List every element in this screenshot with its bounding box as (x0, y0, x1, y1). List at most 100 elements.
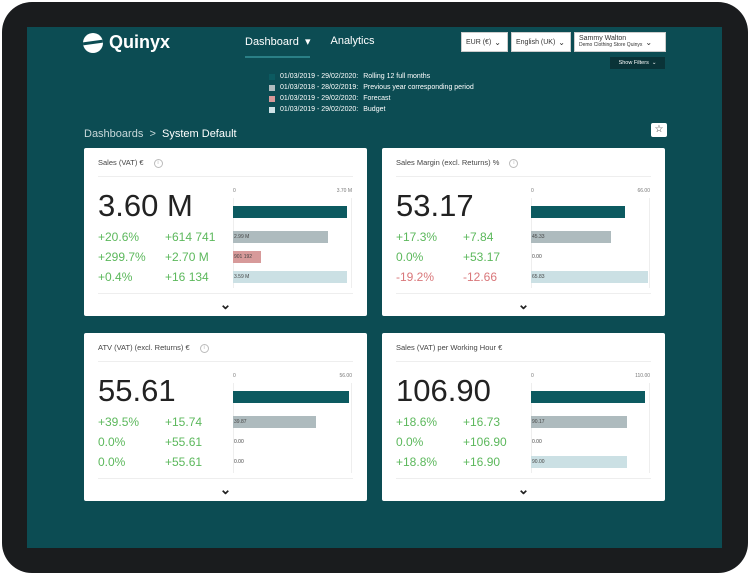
bar-comparison (531, 456, 627, 468)
legend-label: Previous year corresponding period (363, 84, 474, 91)
delta-absolute: +53.17 (463, 250, 501, 264)
user-name: Sammy Walton (579, 35, 627, 42)
bar-comparison (531, 416, 627, 428)
axis-line (649, 383, 650, 473)
delta-percent: 0.0% (396, 435, 424, 449)
divider (396, 176, 651, 177)
language-value: English (UK) (516, 38, 556, 46)
card-title: Sales (VAT) per Working Hour € (396, 343, 502, 352)
delta-percent: +299.7% (98, 250, 146, 264)
delta-absolute: +55.61 (165, 435, 203, 449)
axis-line (531, 383, 532, 473)
card-title-text: Sales Margin (excl. Returns) % (396, 158, 500, 167)
comparison-bar-chart: 0 110.00 90.17 0.00 90.00 (531, 373, 650, 473)
info-icon[interactable]: i (153, 158, 163, 168)
delta-percent: -19.2% (396, 270, 435, 284)
delta-absolute: +16.73 (463, 415, 501, 429)
expand-chevron-icon[interactable]: ⌄ (517, 296, 530, 312)
breadcrumb-dashboards[interactable]: Dashboards (84, 128, 144, 140)
currency-select[interactable]: EUR (€) ⌄ (461, 32, 508, 52)
comparison-bar-chart: 0 66.00 45.33 0.00 65.83 (531, 188, 650, 288)
bar-value-label: 2.99 M (234, 234, 250, 240)
delta-absolute: -12.66 (463, 270, 498, 284)
favorite-star-button[interactable]: ☆ (651, 123, 667, 137)
bar-value-label: 0.00 (532, 439, 542, 445)
axis-line (351, 383, 352, 473)
expand-chevron-icon[interactable]: ⌄ (219, 296, 232, 312)
axis-line (351, 198, 352, 288)
dashboard-screen: Quinyx Dashboard ▾ Analytics EUR (€) ⌄ En… (27, 27, 722, 548)
card-title: ATV (VAT) (excl. Returns) € i (98, 343, 209, 353)
chevron-down-icon: ⌄ (645, 37, 653, 47)
legend-item: 01/03/2018 - 28/02/2019: Previous year co… (269, 82, 474, 93)
delta-absolute: +16.90 (463, 455, 501, 469)
info-icon[interactable]: i (199, 343, 209, 353)
bar-value-label: 90.17 (532, 419, 545, 425)
axis-min-label: 0 (531, 373, 534, 379)
delta-percent: 0.0% (98, 455, 126, 469)
kpi-card: Sales (VAT) € i 3.60 M +20.6% +614 741 +299… (84, 148, 367, 316)
delta-percent: +17.3% (396, 230, 438, 244)
kpi-value: 106.90 (396, 373, 491, 408)
axis-line (649, 198, 650, 288)
axis-max-label: 3.70 M (336, 188, 352, 194)
legend-dates: 01/03/2019 - 29/02/2020: (280, 106, 359, 113)
axis-min-label: 0 (233, 188, 236, 194)
bar-value-label: 39.87 (234, 419, 247, 425)
axis-line (233, 383, 234, 473)
comparison-bar-chart: 0 3.70 M 2.99 M 901 192 3.59 M (233, 188, 352, 288)
bar-value-label: 45.33 (532, 234, 545, 240)
legend-swatch (269, 84, 275, 91)
bar-value-label: 65.83 (532, 274, 545, 280)
axis-line (531, 198, 532, 288)
axis-max-label: 110.00 (635, 373, 650, 379)
info-icon[interactable]: i (509, 158, 519, 168)
divider (396, 293, 651, 294)
language-select[interactable]: English (UK) ⌄ (511, 32, 571, 52)
bar-value-label: 901 192 (234, 254, 253, 260)
chevron-down-icon: ⌄ (651, 60, 657, 66)
show-filters-button[interactable]: Show Filters ⌄ (610, 57, 665, 69)
legend-item: 01/03/2019 - 29/02/2020: Forecast (269, 93, 474, 104)
bar-comparison (531, 231, 612, 243)
quinyx-logo[interactable]: Quinyx (83, 32, 170, 53)
delta-percent: +20.6% (98, 230, 140, 244)
user-select[interactable]: Sammy Walton Demo Clothing Store Quinyx ⌄ (574, 32, 666, 52)
delta-percent: +18.8% (396, 455, 438, 469)
nav-dashboard-label: Dashboard (245, 36, 299, 48)
delta-percent: 0.0% (396, 250, 424, 264)
expand-chevron-icon[interactable]: ⌄ (219, 481, 232, 497)
legend-item: 01/03/2019 - 29/02/2020: Budget (269, 104, 474, 115)
divider (98, 361, 353, 362)
legend-item: 01/03/2019 - 29/02/2020: Rolling 12 full … (269, 71, 474, 82)
legend-label: Rolling 12 full months (363, 73, 431, 80)
axis-min-label: 0 (531, 188, 534, 194)
divider (98, 478, 353, 479)
kpi-value: 55.61 (98, 373, 176, 408)
delta-percent: +39.5% (98, 415, 140, 429)
axis-max-label: 56.00 (339, 373, 352, 379)
kpi-value: 3.60 M (98, 188, 193, 223)
kpi-card: Sales (VAT) per Working Hour € 106.90 +18… (382, 333, 665, 501)
legend-swatch (269, 73, 275, 80)
bar-value-label: 90.00 (532, 459, 545, 465)
nav-analytics[interactable]: Analytics (330, 35, 375, 47)
delta-percent: 0.0% (98, 435, 126, 449)
delta-percent: +0.4% (98, 270, 133, 284)
legend-label: Budget (363, 106, 386, 113)
breadcrumb: Dashboards > System Default (84, 128, 237, 140)
bar-comparison (531, 271, 648, 283)
chevron-down-icon: ⌄ (558, 37, 565, 47)
bar-comparison (233, 271, 347, 283)
card-title: Sales Margin (excl. Returns) % i (396, 158, 519, 168)
kpi-card: Sales Margin (excl. Returns) % i 53.17 +17… (382, 148, 665, 316)
delta-percent: +18.6% (396, 415, 438, 429)
delta-absolute: +2.70 M (165, 250, 209, 264)
delta-absolute: +614 741 (165, 230, 216, 244)
bar-value-label: 3.59 M (234, 274, 250, 280)
legend-dates: 01/03/2019 - 29/02/2020: (280, 95, 359, 102)
legend-swatch (269, 106, 275, 113)
nav-dashboard[interactable]: Dashboard ▾ (245, 35, 311, 58)
expand-chevron-icon[interactable]: ⌄ (517, 481, 530, 497)
divider (98, 176, 353, 177)
